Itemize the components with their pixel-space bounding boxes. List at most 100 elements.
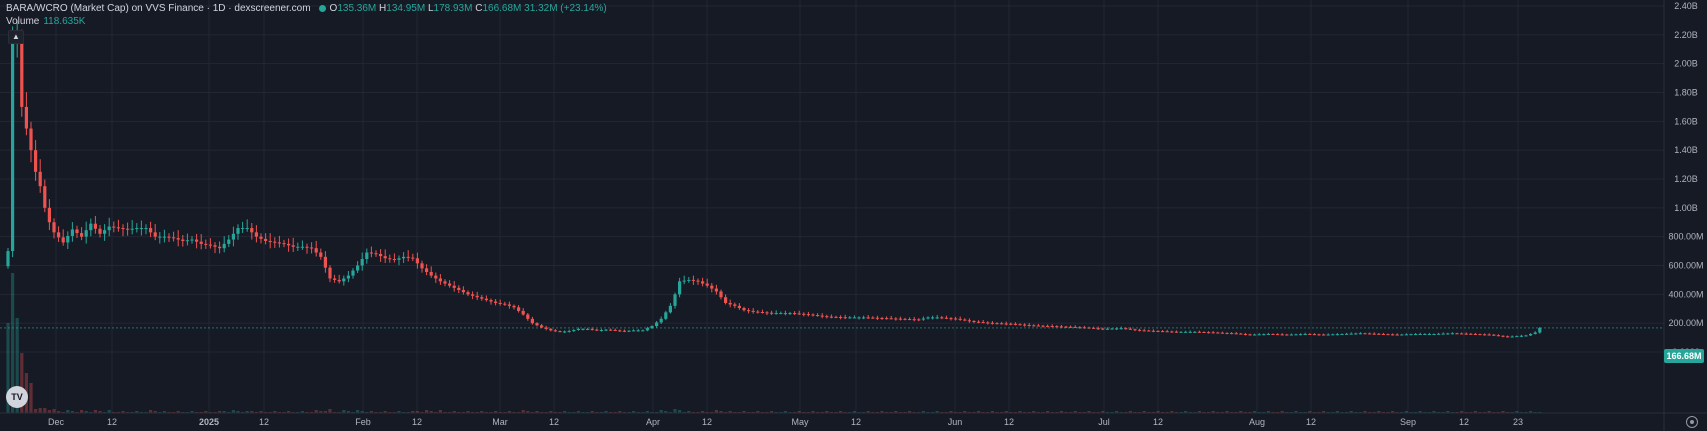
symbol-legend: BARA/WCRO (Market Cap) on VVS Finance · … xyxy=(6,2,607,16)
candle-body xyxy=(954,318,958,320)
candle-body xyxy=(1515,336,1519,338)
volume-bar xyxy=(162,411,166,413)
x-tick-label: Dec xyxy=(48,417,65,427)
volume-bar xyxy=(549,411,553,413)
candle-body xyxy=(806,314,810,316)
candle-body xyxy=(369,252,373,254)
candle-body xyxy=(526,314,530,319)
candle-body xyxy=(204,243,208,245)
candle-body xyxy=(397,258,401,260)
volume-bar xyxy=(719,411,723,413)
candle-body xyxy=(448,283,452,286)
candle-body xyxy=(176,238,180,240)
candle-body xyxy=(268,240,272,242)
candle-body xyxy=(328,267,332,279)
volume-bar xyxy=(57,411,61,413)
candle-body xyxy=(1013,323,1017,325)
candle-body xyxy=(839,317,843,319)
candle-body xyxy=(287,243,291,246)
candle-body xyxy=(1289,334,1293,336)
gear-icon[interactable] xyxy=(1686,416,1698,428)
candle-body xyxy=(425,268,429,272)
candle-body xyxy=(1519,335,1523,337)
candle-body xyxy=(1312,334,1316,336)
volume-bar xyxy=(1115,411,1119,413)
volume-bar xyxy=(908,411,912,413)
candle-body xyxy=(862,317,866,319)
candle-body xyxy=(1147,330,1151,332)
candle-body xyxy=(1128,328,1132,330)
candle-body xyxy=(162,236,166,238)
candle-body xyxy=(1418,333,1422,335)
candle-body xyxy=(705,283,709,286)
candle-body xyxy=(135,228,139,230)
candle-body xyxy=(1317,334,1321,336)
candle-body xyxy=(1133,329,1137,331)
volume-bar xyxy=(797,411,801,413)
volume-bar xyxy=(1018,411,1022,413)
volume-bar xyxy=(80,410,84,413)
candle-body xyxy=(1280,334,1284,336)
volume-bar xyxy=(149,410,153,413)
candle-body xyxy=(471,294,475,296)
candle-body xyxy=(98,228,102,234)
candle-body xyxy=(765,312,769,314)
candle-body xyxy=(701,281,705,284)
volume-bar xyxy=(990,411,994,413)
candle-body xyxy=(457,287,461,291)
candle-body xyxy=(733,304,737,306)
volume-bar xyxy=(346,411,350,413)
candle-body xyxy=(1345,333,1349,335)
candle-body xyxy=(231,233,235,240)
volume-bar xyxy=(825,411,829,413)
candle-body xyxy=(1404,334,1408,336)
volume-bar xyxy=(1473,411,1477,413)
candle-body xyxy=(834,316,838,318)
candle-body xyxy=(126,228,130,230)
candle-body xyxy=(47,207,51,223)
candle-body xyxy=(668,305,672,313)
candle-body xyxy=(1243,333,1247,335)
candle-body xyxy=(1437,333,1441,335)
x-tick-label: Apr xyxy=(646,417,660,427)
x-tick-label: 12 xyxy=(702,417,712,427)
candle-body xyxy=(374,253,378,255)
volume-bar xyxy=(480,411,484,413)
volume-bar xyxy=(1197,411,1201,413)
candle-body xyxy=(981,322,985,324)
candle-body xyxy=(1266,333,1270,335)
volume-bar xyxy=(153,411,157,413)
volume-bar xyxy=(687,411,691,413)
candle-body xyxy=(636,330,640,332)
x-tick-label: 12 xyxy=(549,417,559,427)
volume-bar xyxy=(1156,411,1160,413)
candle-body xyxy=(590,328,594,330)
volume-bar xyxy=(84,411,88,413)
candle-body xyxy=(1096,328,1100,330)
volume-label: Volume xyxy=(6,16,40,27)
volume-bar xyxy=(645,411,649,413)
candle-body xyxy=(1092,327,1096,329)
candle-body xyxy=(535,323,539,326)
candle-body xyxy=(1262,334,1266,336)
volume-bar xyxy=(678,410,682,413)
candle-body xyxy=(379,253,383,257)
status-dot-icon xyxy=(318,4,326,12)
candle-body xyxy=(1483,334,1487,336)
candle-body xyxy=(1354,333,1358,335)
candle-body xyxy=(43,186,47,208)
candle-body xyxy=(452,285,456,288)
x-tick-label: 12 xyxy=(1306,417,1316,427)
candle-body xyxy=(34,150,38,172)
volume-bar xyxy=(728,411,732,413)
volume-bar xyxy=(204,411,208,413)
candle-body xyxy=(323,256,327,268)
chevron-up-icon[interactable]: ▲ xyxy=(8,30,24,44)
candle-body xyxy=(1197,331,1201,333)
volume-bar xyxy=(1446,411,1450,413)
candle-body xyxy=(1538,327,1542,333)
candle-body xyxy=(1409,334,1413,336)
candle-body xyxy=(1492,334,1496,336)
candle-body xyxy=(241,228,245,230)
